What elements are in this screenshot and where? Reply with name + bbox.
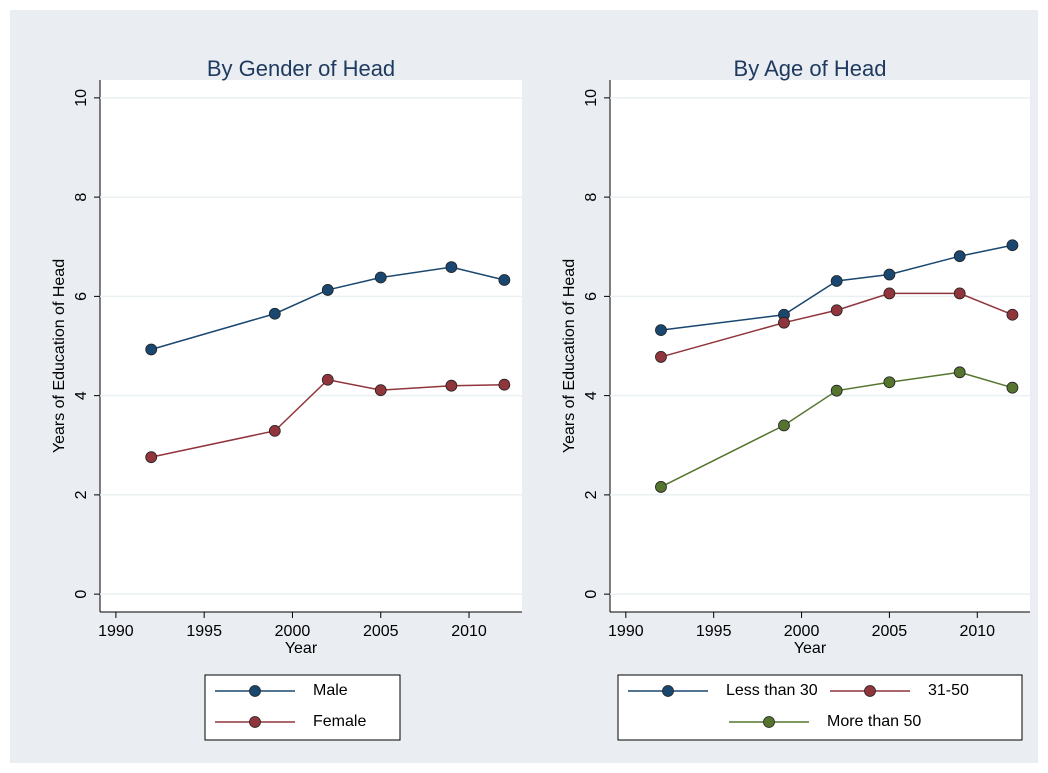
series-line <box>660 244 1013 331</box>
data-point <box>655 351 667 363</box>
chart-title: By Gender of Head <box>207 56 395 81</box>
y-tick-label: 2 <box>583 490 600 499</box>
legend-label: Male <box>313 682 348 699</box>
legend-label: More than 50 <box>827 713 921 730</box>
data-point <box>268 424 281 437</box>
x-axis-label: Year <box>794 640 827 657</box>
y-tick-label: 4 <box>583 391 600 400</box>
series-line <box>151 378 505 458</box>
data-point <box>830 275 843 287</box>
data-point <box>830 384 843 397</box>
data-point <box>883 376 896 389</box>
x-tick-label: 2005 <box>363 623 399 640</box>
x-tick-label: 1995 <box>186 623 222 640</box>
series-line <box>660 371 1013 488</box>
x-tick-label: 1990 <box>98 623 134 640</box>
legend-marker <box>249 685 261 697</box>
x-tick-label: 2000 <box>275 623 311 640</box>
legend-marker <box>249 716 261 728</box>
data-point <box>145 451 158 464</box>
legend-marker <box>662 685 674 697</box>
y-tick-label: 8 <box>583 193 600 202</box>
data-point <box>445 379 458 392</box>
data-point <box>883 287 896 300</box>
data-point <box>778 419 790 432</box>
y-tick-label: 8 <box>73 193 90 202</box>
data-point <box>830 304 843 317</box>
x-tick-label: 2010 <box>451 623 487 640</box>
y-tick-label: 10 <box>583 89 600 107</box>
y-tick-label: 0 <box>73 590 90 599</box>
y-tick-label: 2 <box>73 490 90 499</box>
x-tick-label: 1990 <box>608 623 644 640</box>
data-point <box>1006 308 1019 321</box>
y-tick-label: 6 <box>583 292 600 301</box>
data-point <box>655 324 667 337</box>
plot-area <box>610 80 1030 612</box>
data-point <box>374 271 387 284</box>
series-line <box>150 266 505 351</box>
data-point <box>883 268 896 281</box>
legend-box <box>204 674 401 741</box>
y-axis-label: Years of Education of Head <box>51 259 68 453</box>
legend-label: 31-50 <box>928 682 969 699</box>
data-point <box>1006 381 1019 394</box>
y-tick-label: 6 <box>73 292 90 301</box>
data-point <box>953 250 966 263</box>
data-point <box>778 316 790 329</box>
x-tick-label: 2010 <box>959 623 995 640</box>
chart-title: By Age of Head <box>734 56 887 81</box>
data-point <box>268 307 281 320</box>
y-tick-label: 0 <box>583 590 600 599</box>
y-tick-label: 4 <box>73 391 90 400</box>
legend-box <box>617 674 1023 741</box>
legend-marker <box>864 685 876 697</box>
data-point <box>321 373 334 386</box>
data-point <box>374 384 387 397</box>
series-line <box>660 292 1013 358</box>
plot-area <box>100 80 522 612</box>
data-point <box>655 481 667 493</box>
data-point <box>498 274 511 286</box>
legend-label: Less than 30 <box>726 682 818 699</box>
data-point <box>445 261 458 273</box>
y-axis-label: Years of Education of Head <box>561 259 578 453</box>
y-tick-label: 10 <box>73 89 90 107</box>
data-point <box>953 366 966 379</box>
legend-label: Female <box>313 713 366 730</box>
x-tick-label: 1995 <box>696 623 732 640</box>
data-point <box>145 343 158 356</box>
data-point <box>321 284 334 296</box>
data-point <box>953 287 966 300</box>
data-point <box>498 378 511 391</box>
x-tick-label: 2000 <box>784 623 820 640</box>
x-tick-label: 2005 <box>872 623 908 640</box>
legend-marker <box>763 716 775 728</box>
x-axis-label: Year <box>285 640 318 657</box>
data-point <box>1006 239 1019 252</box>
